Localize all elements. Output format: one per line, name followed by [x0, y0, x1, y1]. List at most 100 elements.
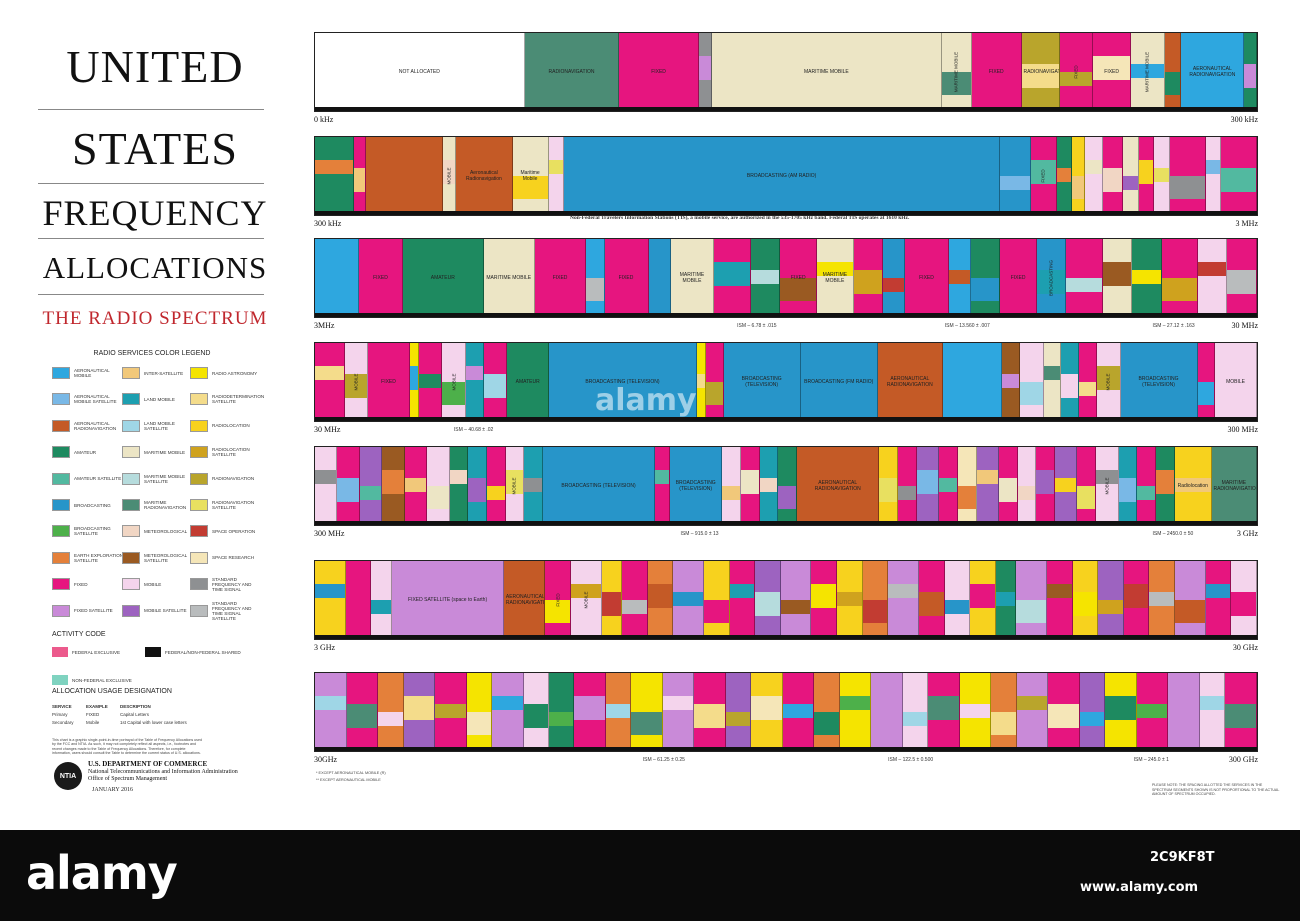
band-segment: MOBILE [442, 343, 467, 421]
band-label: MARITIME RADIONAVIGATION [1213, 480, 1257, 492]
band-substripe [344, 374, 368, 398]
band-substripe [949, 270, 970, 285]
legend-label: RADIO ASTRONOMY [212, 370, 258, 376]
band-substripe [741, 470, 759, 494]
band-segment [939, 447, 958, 525]
band-label: BROADCASTING (TELEVISION) [561, 483, 636, 489]
band-segment: AMATEUR [402, 239, 484, 317]
allocation-title: ALLOCATION USAGE DESIGNATION [52, 688, 172, 695]
activity-swatch [52, 675, 68, 685]
legend-label: EARTH EXPLORATION SATELLITE [74, 552, 124, 563]
band-segment [879, 447, 899, 525]
band-segment: FIXED [971, 33, 1022, 111]
band-substripe [586, 278, 604, 302]
band-segment [345, 561, 372, 639]
band-substripe [811, 584, 837, 608]
disclaimer-text: This chart is a graphic single-point-in-… [52, 738, 202, 756]
band-segment [586, 239, 605, 317]
spectrum-row [314, 672, 1258, 752]
band-segment [371, 561, 392, 639]
band-substripe [1079, 712, 1105, 727]
band-substripe [1096, 470, 1118, 485]
band-substripe [648, 270, 670, 294]
legend-label: SPACE OPERATION [212, 528, 256, 534]
band-substripe [1136, 704, 1168, 719]
band-segment [1084, 137, 1103, 215]
allocation-table: SERVICE EXAMPLE DESCRIPTION Primary FIXE… [52, 702, 210, 726]
ism-marker: ISM – 27.12 ± .163 [1152, 323, 1195, 329]
activity-strip [315, 211, 1257, 215]
band-segment [1017, 447, 1037, 525]
department-name: U.S. DEPARTMENT OF COMMERCE [88, 760, 208, 768]
stock-logo: alamy [26, 846, 178, 900]
band-substripe [970, 278, 1000, 302]
band-substripe [418, 374, 442, 389]
legend-item: MOBILE SATELLITE [122, 604, 194, 618]
band-segment [970, 561, 996, 639]
band-substripe [1056, 168, 1072, 183]
band-label: BROADCASTING (TELEVISION) [1138, 376, 1179, 388]
band-label: MARITIME MOBILE [953, 51, 959, 93]
band-segment [359, 447, 383, 525]
band-substripe [442, 382, 466, 406]
legend-swatch [122, 604, 140, 617]
band-segment [995, 561, 1017, 639]
row-end-label: 3 MHz [1235, 219, 1258, 228]
band-substripe [959, 704, 991, 719]
legend-label: BROADCASTING [74, 502, 111, 508]
legend-swatch [122, 446, 140, 459]
row-end-label: 300 kHz [1230, 115, 1258, 124]
band-segment [898, 447, 917, 525]
band-segment [1079, 343, 1097, 421]
row-start-label: 0 kHz [314, 115, 334, 124]
band-segment [1079, 673, 1106, 751]
legend-item: LAND MOBILE SATELLITE [122, 419, 194, 433]
band-label: FIXED [618, 275, 634, 281]
band-substripe [631, 712, 662, 736]
band-segment: FIXED [780, 239, 818, 317]
band-label: MARITIME MOBILE [804, 69, 849, 75]
band-substripe [918, 592, 944, 616]
band-segment [782, 673, 815, 751]
band-label: FIXED [790, 275, 806, 281]
band-segment [1102, 137, 1124, 215]
band-segment: BROADCASTING (AM RADIO) [563, 137, 1001, 215]
band-label: FIXED [1104, 69, 1120, 75]
band-segment: MARITIME MOBILE [817, 239, 854, 317]
band-label: AERONAUTICAL RADIONAVIGATION [886, 376, 933, 388]
band-substripe [1072, 176, 1084, 200]
band-label: AMATEUR [430, 275, 455, 281]
band-segment: FIXED [604, 239, 649, 317]
band-segment [814, 673, 840, 751]
band-substripe [378, 712, 403, 727]
band-substripe [751, 270, 780, 285]
band-substripe [698, 56, 711, 80]
table-cell: FIXED [86, 711, 100, 717]
legend-item: RADIOLOCATION [190, 419, 262, 433]
band-substripe [1205, 160, 1220, 175]
stock-banner [0, 830, 1300, 921]
legend-label: MARITIME RADIONAVIGATION [144, 500, 187, 510]
band-segment [1136, 673, 1169, 751]
band-segment [1019, 343, 1044, 421]
band-label: MARITIME MOBILE [1144, 51, 1150, 93]
band-segment [780, 561, 812, 639]
band-substripe [403, 696, 435, 720]
band-substripe [1169, 176, 1205, 200]
band-segment [991, 673, 1017, 751]
band-substripe [1072, 592, 1098, 616]
band-segment [722, 447, 742, 525]
band-label: RADIONAVIGATION [1023, 69, 1058, 75]
band-segment: AERONAUTICAL RADIONAVIGATION [797, 447, 880, 525]
footnotes: * EXCEPT AERONAUTICAL MOBILE (R) ** EXCE… [316, 770, 386, 784]
band-segment [862, 561, 889, 639]
legend-label: FIXED [74, 581, 88, 587]
band-label: MOBILE [1226, 379, 1246, 385]
ism-marker: ISM – 61.25 ± 0.25 [642, 757, 685, 763]
band-substripe [315, 584, 345, 599]
band-substripe [382, 470, 404, 494]
legend-label: SPACE RESEARCH [212, 555, 255, 561]
band-segment [1123, 137, 1139, 215]
band-label: RADIONAVIGATION [548, 69, 595, 75]
band-segment: NOT ALLOCATED [315, 33, 525, 111]
